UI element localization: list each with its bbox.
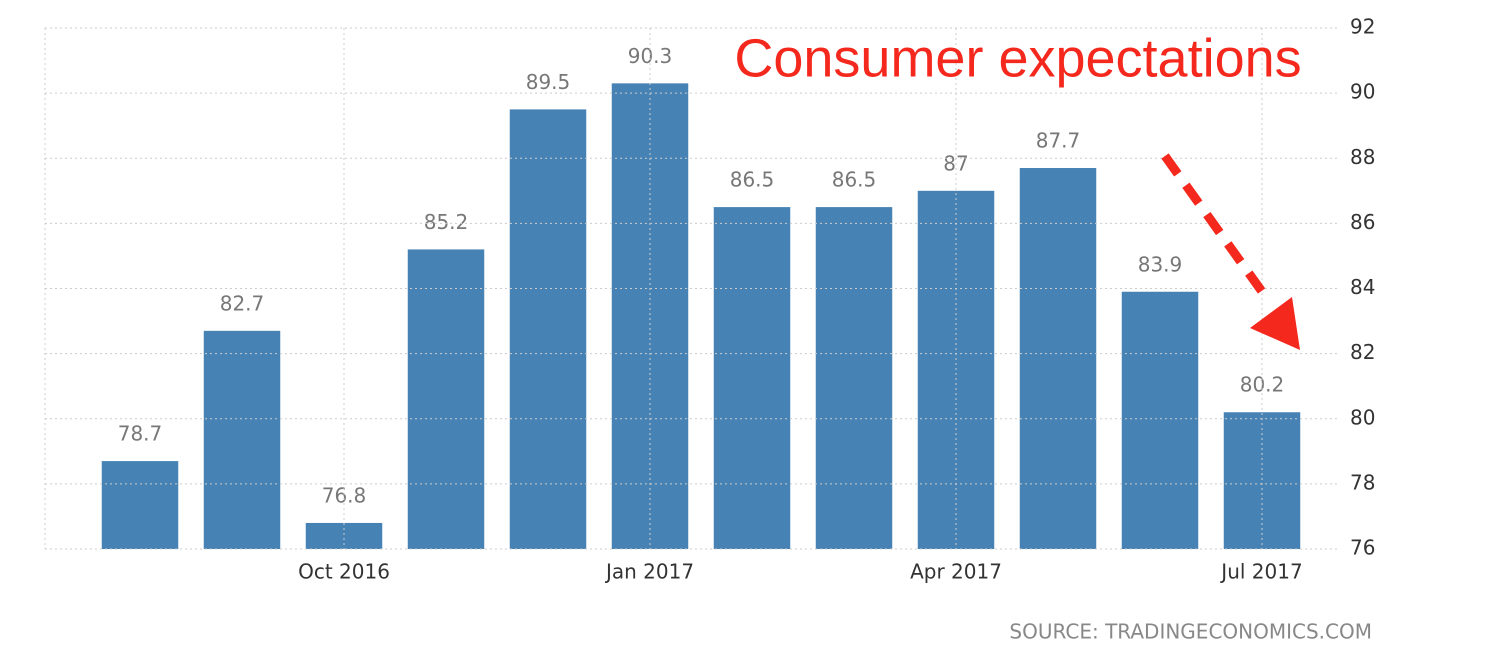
value-label: 78.7	[118, 422, 163, 446]
value-label: 87.7	[1036, 129, 1081, 153]
y-tick-label: 92	[1350, 15, 1375, 39]
y-tick-label: 86	[1350, 210, 1375, 234]
value-label: 89.5	[526, 70, 571, 94]
y-tick-label: 80	[1350, 405, 1375, 429]
chart-title: Consumer expectations	[734, 28, 1301, 88]
bar	[815, 207, 893, 549]
y-tick-label: 84	[1350, 275, 1375, 299]
y-tick-label: 88	[1350, 145, 1375, 169]
bar	[1223, 412, 1301, 549]
value-label: 82.7	[220, 291, 265, 315]
bar	[1121, 291, 1199, 549]
x-tick-label: Apr 2017	[910, 560, 1002, 584]
bar	[713, 207, 791, 549]
x-tick-label: Oct 2016	[298, 560, 390, 584]
value-label: 90.3	[628, 44, 673, 68]
y-tick-label: 78	[1350, 470, 1375, 494]
value-label: 85.2	[424, 210, 469, 234]
bar	[101, 461, 179, 549]
value-label: 86.5	[730, 168, 775, 192]
bar	[611, 83, 689, 549]
y-tick-label: 76	[1350, 536, 1375, 560]
source: SOURCE: TRADINGECONOMICS.COM	[1009, 620, 1372, 644]
bar	[407, 249, 485, 550]
trend-arrow	[1161, 153, 1300, 350]
y-tick-label: 90	[1350, 80, 1375, 104]
bar	[305, 522, 383, 549]
bar	[509, 109, 587, 549]
bar	[1019, 168, 1097, 550]
bar	[203, 330, 281, 549]
x-tick-label: Jan 2017	[604, 560, 694, 584]
x-tick-label: Jul 2017	[1219, 560, 1302, 584]
value-label: 83.9	[1138, 252, 1183, 276]
value-label: 86.5	[832, 168, 877, 192]
y-tick-label: 82	[1350, 340, 1375, 364]
